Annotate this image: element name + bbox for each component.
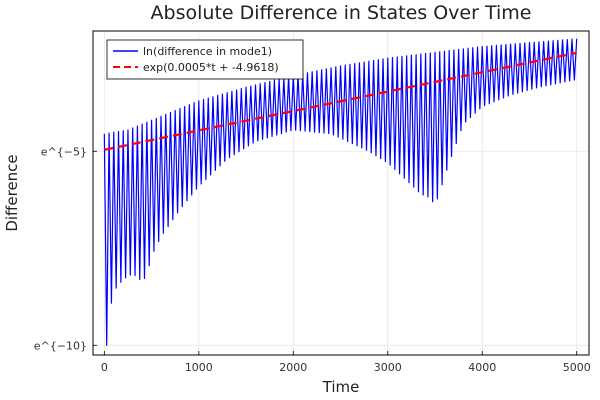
x-axis-label: Time (322, 378, 360, 396)
x-axis: 0 1000 2000 3000 4000 5000 (101, 351, 591, 374)
legend-label-mode1: ln(difference in mode1) (143, 45, 272, 58)
x-tick-label: 1000 (185, 361, 213, 374)
plot-area (103, 38, 578, 346)
x-tick-label: 0 (101, 361, 108, 374)
y-tick-label: e^{−5} (41, 145, 87, 158)
x-tick-label: 5000 (563, 361, 591, 374)
legend-box (106, 39, 304, 80)
legend-label-exp-fit: exp(0.0005*t + -4.9618) (143, 61, 279, 74)
y-axis: e^{−5} e^{−10} (34, 145, 97, 352)
x-tick-label: 2000 (279, 361, 307, 374)
y-axis-label: Difference (3, 154, 21, 231)
x-tick-label: 3000 (374, 361, 402, 374)
y-tick-label: e^{−10} (34, 339, 87, 352)
chart-title: Absolute Difference in States Over Time (151, 2, 532, 24)
x-tick-label: 4000 (468, 361, 496, 374)
legend: ln(difference in mode1) exp(0.0005*t + -… (106, 39, 304, 80)
series-exp-fit-line (104, 51, 577, 151)
plot-frame (92, 30, 590, 356)
series-mode1-line (103, 38, 578, 346)
